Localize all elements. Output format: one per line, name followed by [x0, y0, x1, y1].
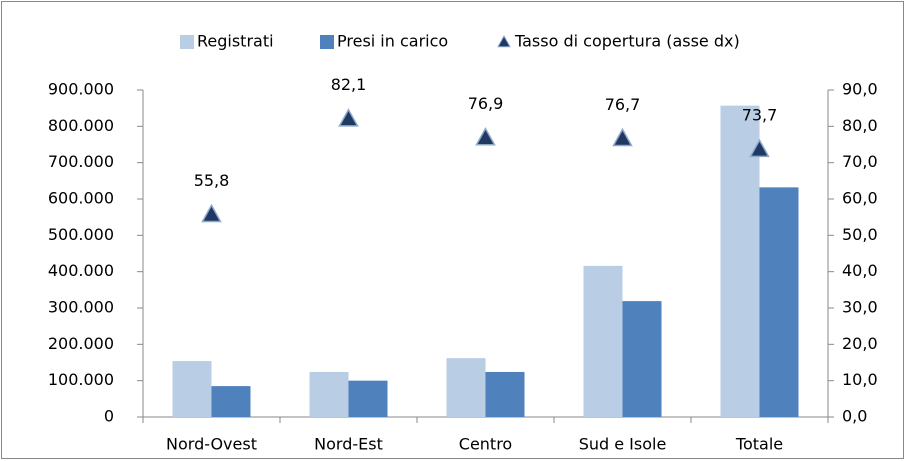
y2-tick-label: 90,0: [842, 80, 878, 99]
data-label: 55,8: [194, 171, 230, 190]
marker: [201, 203, 222, 223]
bar: [485, 371, 525, 417]
y2-tick-label: 20,0: [842, 334, 878, 353]
y-tick-label: 0: [104, 407, 114, 426]
y-tick-label: 900.000: [48, 80, 114, 99]
y-tick-label: 200.000: [48, 334, 114, 353]
bar: [622, 301, 662, 417]
y-tick-label: 100.000: [48, 370, 114, 389]
bar: [172, 361, 212, 417]
x-tick-label: Nord-Ovest: [166, 435, 257, 454]
x-tick-label: Nord-Est: [314, 435, 383, 454]
legend-label: Registrati: [197, 32, 274, 51]
marker: [338, 108, 359, 127]
y2-tick-label: 10,0: [842, 370, 878, 389]
bar: [583, 265, 623, 417]
marker: [475, 127, 496, 146]
data-label: 76,9: [468, 94, 504, 113]
y2-tick-label: 50,0: [842, 225, 878, 244]
bar: [309, 371, 349, 417]
x-tick-label: Totale: [735, 435, 783, 454]
legend-swatch: [180, 35, 194, 49]
legend-label: Tasso di copertura (asse dx): [514, 32, 740, 51]
y2-tick-label: 70,0: [842, 152, 878, 171]
data-label: 76,7: [605, 95, 641, 114]
x-tick-label: Centro: [459, 435, 512, 454]
y-tick-label: 600.000: [48, 189, 114, 208]
y2-tick-label: 0,0: [842, 407, 867, 426]
bar: [446, 358, 486, 417]
legend-label: Presi in carico: [337, 32, 448, 51]
y-tick-label: 700.000: [48, 152, 114, 171]
bar: [759, 187, 799, 417]
marker: [612, 127, 633, 147]
y2-tick-label: 80,0: [842, 116, 878, 135]
y-tick-label: 500.000: [48, 225, 114, 244]
y2-tick-label: 60,0: [842, 189, 878, 208]
legend-marker: [497, 34, 511, 48]
data-label: 82,1: [331, 75, 367, 94]
y-tick-label: 800.000: [48, 116, 114, 135]
marker: [749, 138, 770, 158]
data-label: 73,7: [742, 106, 778, 125]
legend-swatch: [320, 35, 334, 49]
y2-tick-label: 40,0: [842, 261, 878, 280]
y2-tick-label: 30,0: [842, 298, 878, 317]
y-tick-label: 300.000: [48, 298, 114, 317]
bar: [211, 386, 251, 417]
bar: [348, 380, 388, 417]
bar: [720, 105, 760, 417]
y-tick-label: 400.000: [48, 261, 114, 280]
x-tick-label: Sud e Isole: [579, 435, 667, 454]
